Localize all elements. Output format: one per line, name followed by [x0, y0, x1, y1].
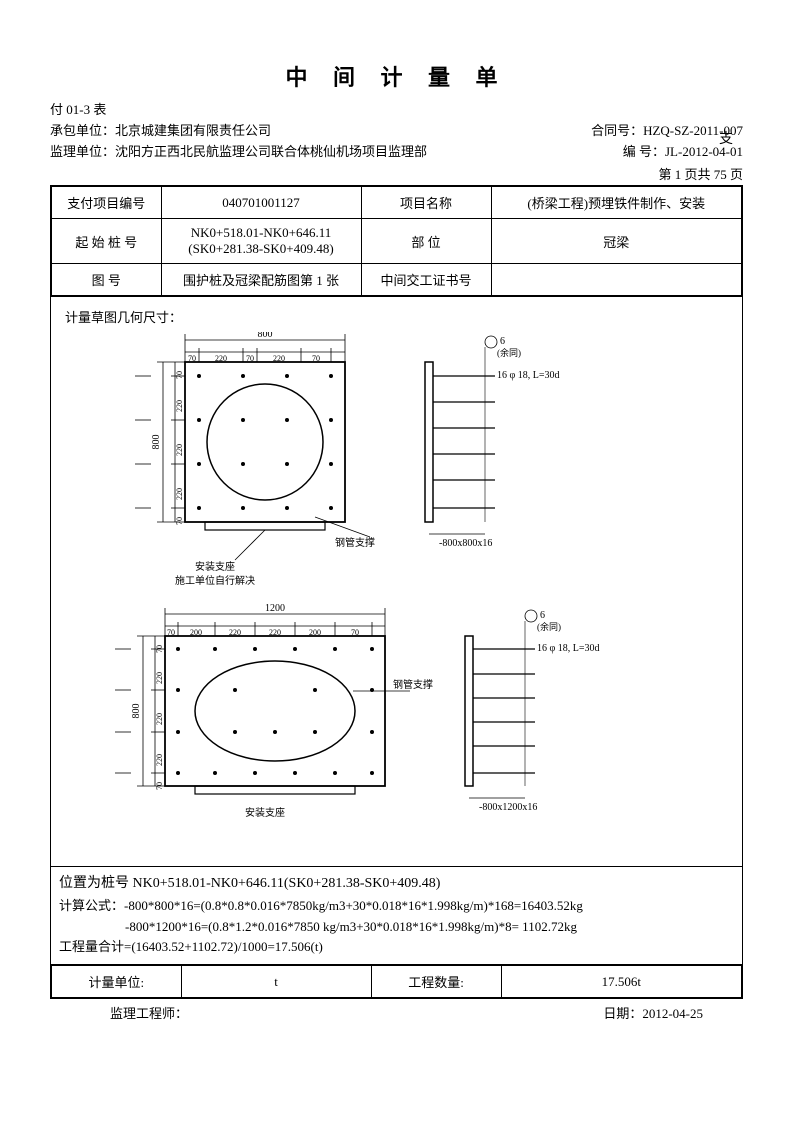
cell: 冠梁 — [491, 219, 742, 264]
header-table: 支付项目编号 040701001127 项目名称 (桥梁工程)预埋铁件制作、安装… — [50, 185, 743, 297]
note-line: 位置为桩号 NK0+518.01-NK0+646.11(SK0+281.38-S… — [59, 873, 734, 895]
diagram-800x1200: 1200 70 200 220 220 200 70 800 70 220 — [65, 596, 705, 856]
page-counter: 第 1 页共 75 页 — [50, 164, 743, 183]
svg-text:1200: 1200 — [265, 603, 285, 614]
cell: (桥梁工程)预埋铁件制作、安装 — [491, 186, 742, 219]
table-row: 支付项目编号 040701001127 项目名称 (桥梁工程)预埋铁件制作、安装 — [51, 186, 742, 219]
contractor-line: 承包单位：北京城建集团有限责任公司 — [50, 121, 271, 142]
svg-text:70: 70 — [246, 354, 254, 363]
svg-text:200: 200 — [190, 628, 202, 637]
cell: 围护桩及冠梁配筋图第 1 张 — [161, 264, 361, 297]
svg-text:6: 6 — [540, 610, 545, 621]
svg-text:70: 70 — [167, 628, 175, 637]
svg-text:16 φ 18, L=30d: 16 φ 18, L=30d — [537, 643, 600, 654]
cell: 工程数量: — [371, 966, 501, 999]
svg-text:800: 800 — [258, 332, 273, 340]
svg-text:安装支座: 安装支座 — [245, 806, 285, 819]
footer: 监理工程师： 日期：2012-04-25 — [50, 999, 743, 1022]
svg-text:16 φ 18, L=30d: 16 φ 18, L=30d — [497, 370, 560, 381]
svg-text:800: 800 — [131, 704, 142, 719]
supervisor-line: 监理单位：沈阳方正西北民航监理公司联合体桃仙机场项目监理部 — [50, 142, 427, 163]
svg-text:220: 220 — [155, 713, 164, 725]
svg-text:70: 70 — [312, 354, 320, 363]
svg-text:6: 6 — [500, 336, 505, 347]
svg-text:220: 220 — [155, 754, 164, 766]
svg-text:220: 220 — [175, 488, 184, 500]
svg-text:220: 220 — [175, 444, 184, 456]
cell: 项目名称 — [361, 186, 491, 219]
page-title: 中 间 计 量 单 — [50, 60, 743, 92]
calculation-notes: 位置为桩号 NK0+518.01-NK0+646.11(SK0+281.38-S… — [50, 867, 743, 965]
note-line: 工程量合计=(16403.52+1102.72)/1000=17.506(t) — [59, 937, 734, 958]
svg-text:(余同): (余同) — [537, 621, 561, 632]
table-row: 图 号 围护桩及冠梁配筋图第 1 张 中间交工证书号 — [51, 264, 742, 297]
note-line: -800*1200*16=(0.8*1.2*0.016*7850 kg/m3+3… — [59, 917, 734, 938]
svg-text:施工单位自行解决: 施工单位自行解决 — [175, 574, 255, 587]
svg-text:钢管支撑: 钢管支撑 — [393, 678, 433, 691]
cell: 起 始 桩 号 — [51, 219, 161, 264]
svg-text:220: 220 — [155, 672, 164, 684]
table-row: 起 始 桩 号 NK0+518.01-NK0+646.11 (SK0+281.3… — [51, 219, 742, 264]
svg-text:70: 70 — [175, 371, 184, 379]
cell: 部 位 — [361, 219, 491, 264]
cell: 中间交工证书号 — [361, 264, 491, 297]
svg-text:70: 70 — [155, 782, 164, 790]
cell: 17.506t — [501, 966, 742, 999]
svg-text:200: 200 — [309, 628, 321, 637]
svg-text:220: 220 — [269, 628, 281, 637]
svg-text:-800x800x16: -800x800x16 — [439, 538, 492, 549]
svg-text:70: 70 — [351, 628, 359, 637]
svg-text:70: 70 — [155, 645, 164, 653]
cell: 图 号 — [51, 264, 161, 297]
diagram-800x800: 800 70 220 70 220 70 800 70 220 220 22 — [65, 332, 705, 592]
table-row: 计量单位: t 工程数量: 17.506t — [51, 966, 742, 999]
summary-table: 计量单位: t 工程数量: 17.506t — [50, 965, 743, 999]
svg-text:70: 70 — [188, 354, 196, 363]
drawing-label: 计量草图几何尺寸： — [65, 307, 728, 326]
cell: NK0+518.01-NK0+646.11 (SK0+281.38-SK0+40… — [161, 219, 361, 264]
form-number: 付 01-3 表 — [50, 100, 743, 121]
date-line: 日期：2012-04-25 — [603, 1003, 703, 1022]
svg-text:钢管支撑: 钢管支撑 — [335, 536, 375, 549]
svg-text:-800x1200x16: -800x1200x16 — [479, 802, 537, 813]
svg-text:70: 70 — [175, 517, 184, 525]
cell — [491, 264, 742, 297]
svg-text:220: 220 — [229, 628, 241, 637]
cell: t — [181, 966, 371, 999]
cell: 支付项目编号 — [51, 186, 161, 219]
note-line: 计算公式：-800*800*16=(0.8*0.8*0.016*7850kg/m… — [59, 896, 734, 917]
svg-text:220: 220 — [273, 354, 285, 363]
svg-text:安装支座: 安装支座 — [195, 560, 235, 573]
drawing-area: 计量草图几何尺寸： — [50, 297, 743, 867]
svg-text:(余同): (余同) — [497, 347, 521, 358]
cell: 040701001127 — [161, 186, 361, 219]
cell: 计量单位: — [51, 966, 181, 999]
svg-text:220: 220 — [215, 354, 227, 363]
top-right-char: 支 — [719, 128, 733, 148]
svg-text:220: 220 — [175, 400, 184, 412]
supervisor-signature: 监理工程师： — [110, 1003, 188, 1022]
svg-text:800: 800 — [151, 435, 162, 450]
